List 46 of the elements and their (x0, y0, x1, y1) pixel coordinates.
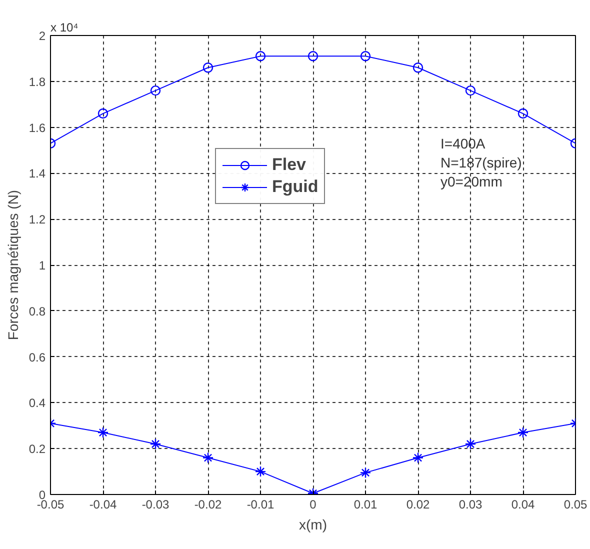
point (464, 438, 476, 450)
point (254, 466, 266, 478)
legend-label: Fguid (272, 177, 318, 197)
y-axis-title: Forces magnétiques (N) (4, 190, 21, 340)
point (518, 108, 528, 119)
point (412, 452, 424, 464)
point (517, 426, 529, 438)
y-tick-label: 1.6 (28, 120, 46, 135)
point (202, 452, 214, 464)
y-tick-label: 2 (38, 29, 46, 43)
y-tick-label: 1.2 (28, 212, 46, 227)
point (308, 51, 318, 62)
point (150, 85, 161, 96)
x-tick-label: 0.04 (511, 498, 536, 512)
point (412, 62, 424, 73)
point (360, 467, 372, 478)
y-tick-label: 0.8 (28, 304, 46, 318)
point (150, 438, 162, 450)
x-axis-title: x(m) (299, 516, 328, 532)
y-tick-label: 0.4 (28, 396, 46, 410)
y-tick-label: 0.6 (28, 350, 46, 364)
annotation: N=187(spire) (440, 154, 522, 170)
x-tick-label: -0.01 (246, 498, 274, 512)
y-tick-label: 0.2 (28, 442, 46, 456)
point (97, 426, 109, 438)
annotation: I=400A (440, 136, 486, 152)
point (202, 62, 214, 73)
point (360, 51, 371, 62)
point (465, 85, 476, 96)
x-tick-label: -0.03 (142, 498, 170, 512)
y-tick-label: 1.8 (28, 74, 46, 89)
x-tick-label: 0 (310, 498, 317, 512)
point (98, 108, 108, 119)
y-tick-label: 1 (38, 258, 46, 272)
annotation: y0=20mm (440, 174, 502, 190)
x-tick-label: 0.02 (406, 498, 430, 512)
y-tick-label: 1.4 (28, 166, 46, 181)
point (255, 51, 266, 62)
text: x 10⁴ (50, 20, 78, 34)
x-tick-label: -0.04 (89, 498, 117, 512)
x-tick-label: 0.01 (354, 498, 378, 512)
legend-label: Flev (272, 155, 306, 175)
x-tick-label: 0.05 (564, 498, 588, 512)
x-tick-label: -0.02 (194, 498, 222, 512)
x-tick-label: 0.03 (458, 498, 483, 512)
x-tick-label: -0.05 (36, 498, 64, 512)
